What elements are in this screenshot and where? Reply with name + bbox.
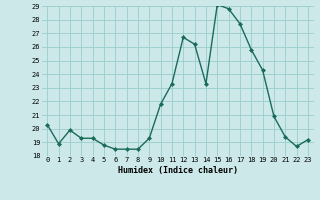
X-axis label: Humidex (Indice chaleur): Humidex (Indice chaleur) — [118, 166, 237, 175]
